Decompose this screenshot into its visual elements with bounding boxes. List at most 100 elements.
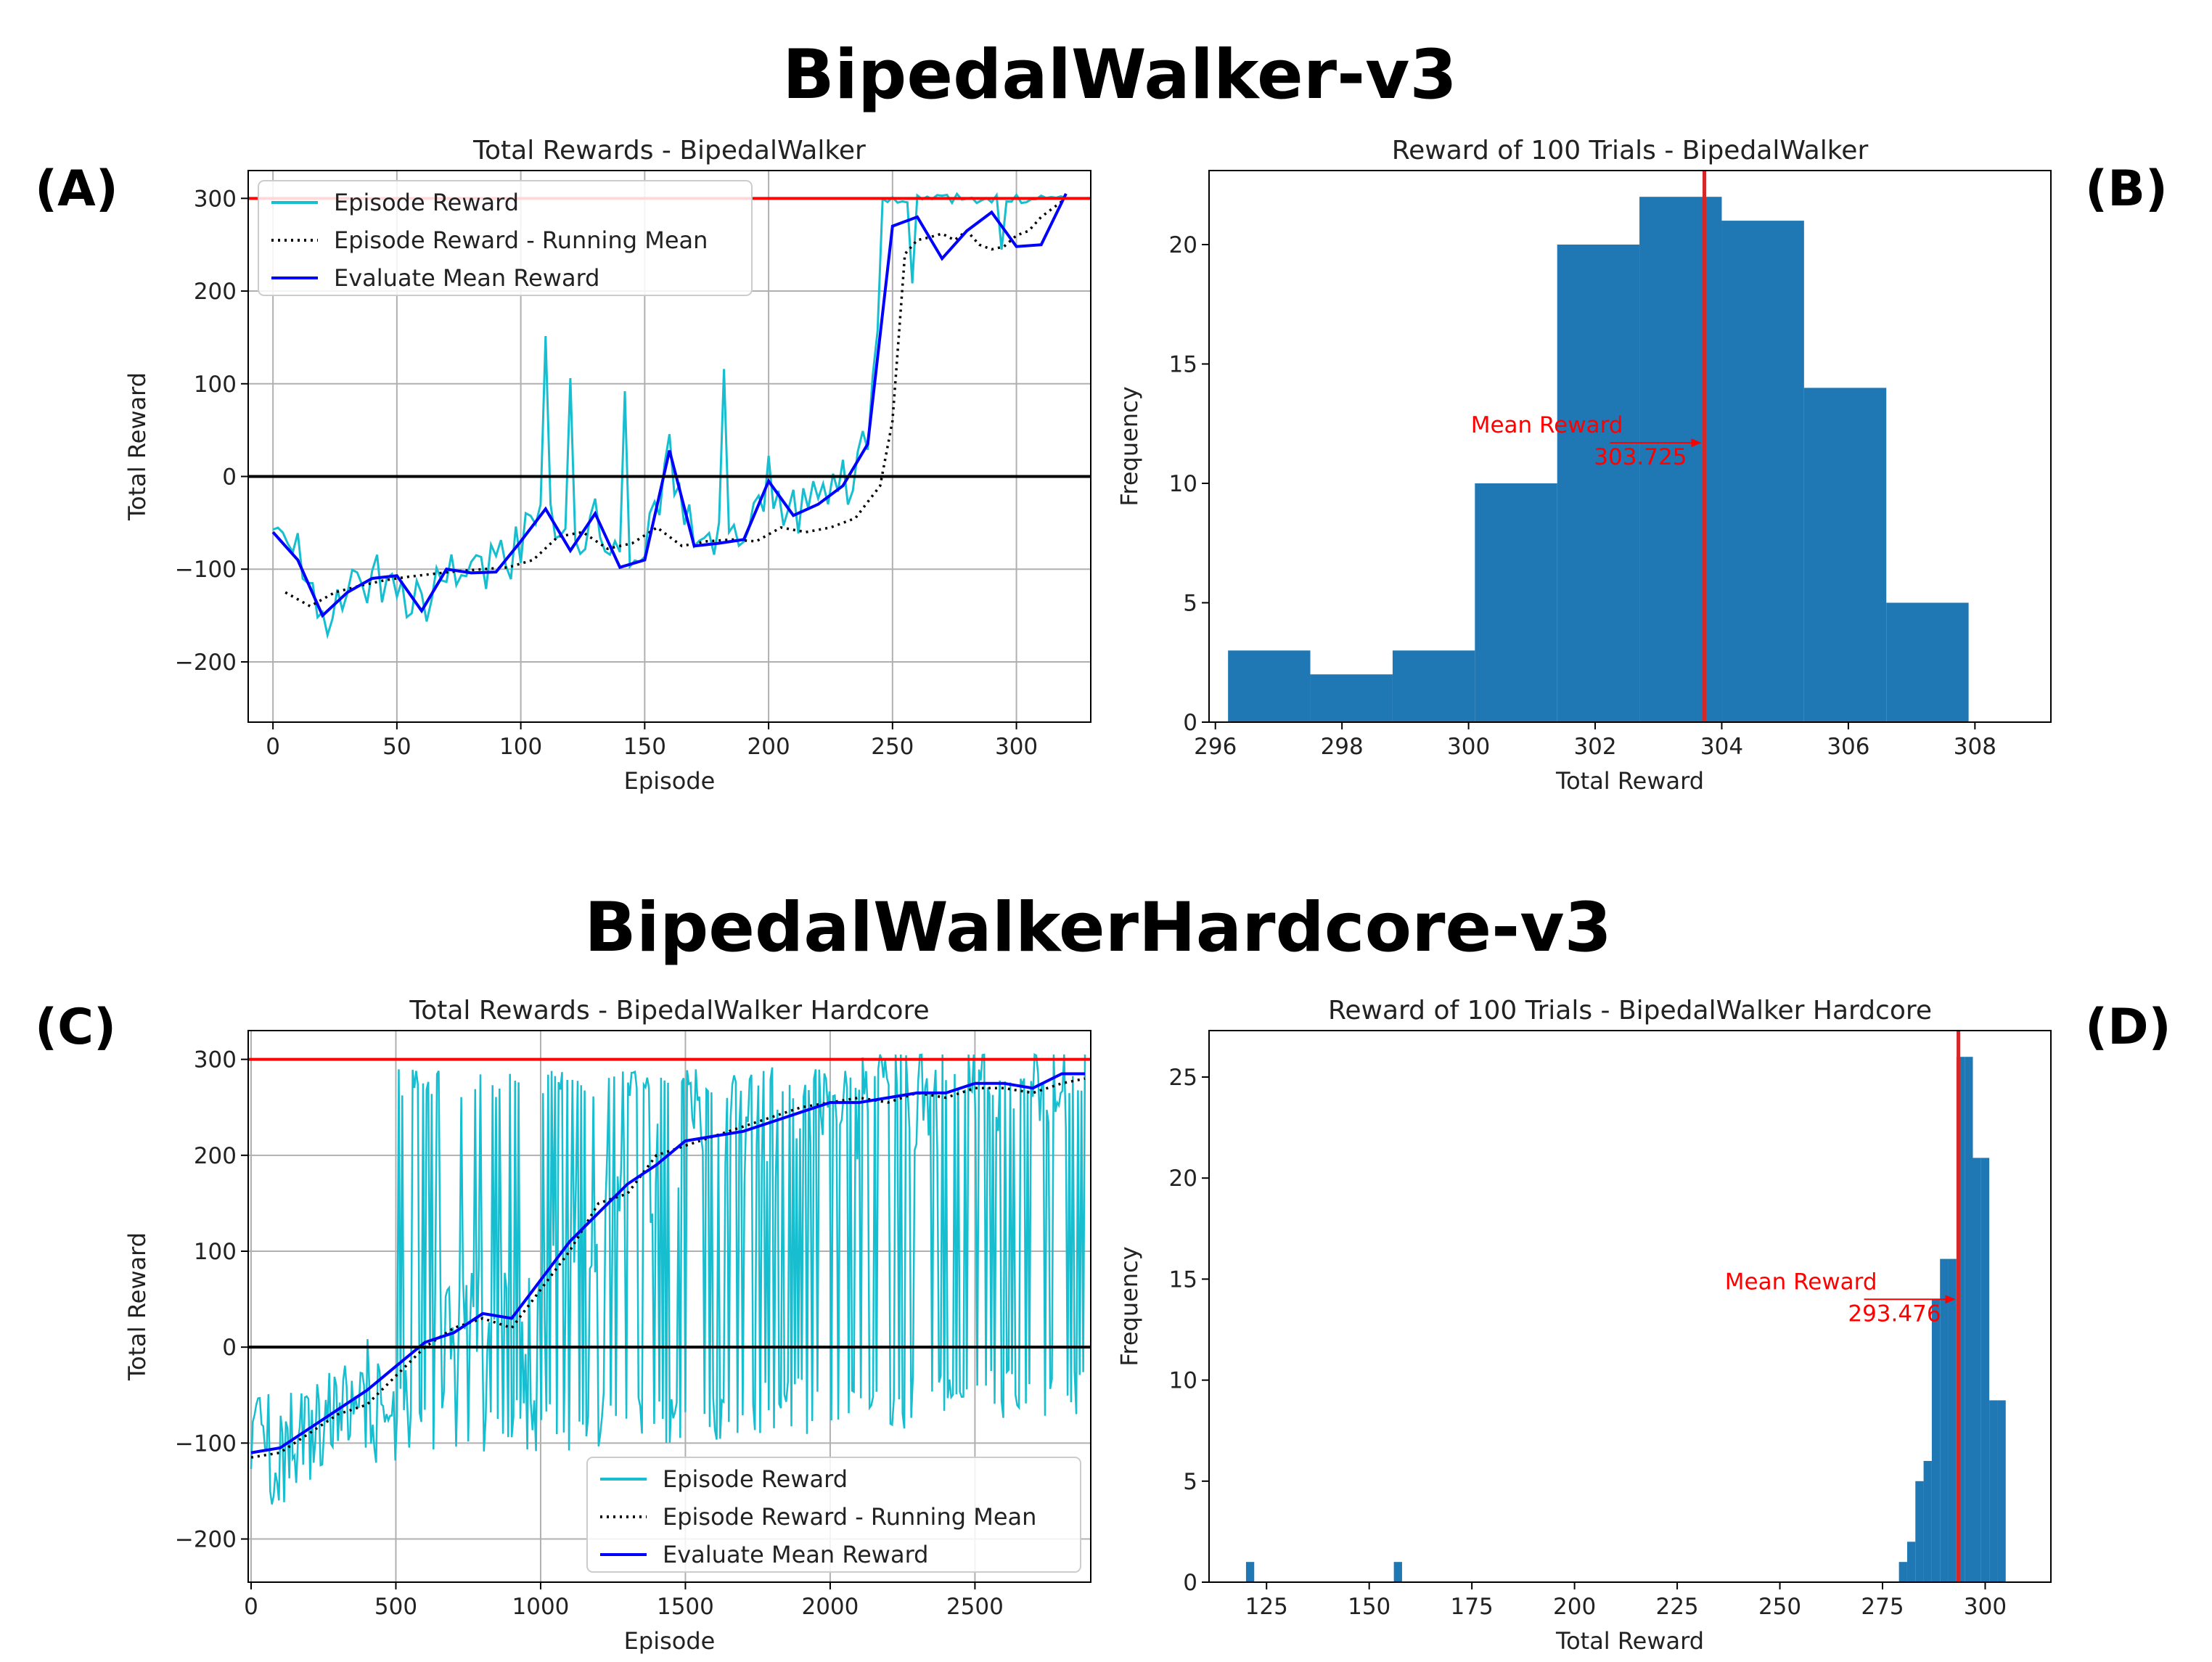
histogram-bar: [1392, 650, 1475, 722]
y-tick-label: 25: [1169, 1065, 1197, 1091]
histogram-bar: [1639, 197, 1722, 722]
legend-box: [258, 180, 753, 296]
y-tick-label: 20: [1169, 232, 1197, 258]
y-tick-label: 10: [1169, 471, 1197, 497]
x-tick-label: 2500: [946, 1594, 1004, 1620]
legend-item-running-mean: Episode Reward - Running Mean: [334, 226, 708, 254]
plot-frame: [247, 170, 1091, 723]
x-tick-label: 500: [374, 1594, 417, 1620]
x-tick-label: 225: [1655, 1594, 1698, 1620]
y-tick-label: 0: [1183, 1570, 1197, 1596]
annotation-value: 293.476: [1848, 1301, 1941, 1327]
x-tick-label: 150: [623, 734, 666, 760]
panel-label-c: (C): [35, 999, 116, 1056]
histogram-bar: [1245, 1562, 1255, 1582]
histogram-bar: [1721, 221, 1804, 722]
panel-label-a: (A): [35, 160, 118, 218]
chart-reward-trials-hardcore: 125 150 175 200 225 250 275 300 0 5 10 15 20 25 Reward…: [1115, 996, 2052, 1655]
y-tick-label: −200: [175, 1527, 237, 1553]
x-tick-label: 200: [1553, 1594, 1596, 1620]
x-tick-label: 2000: [801, 1594, 859, 1620]
x-tick-label: 296: [1194, 734, 1237, 760]
histogram-bar: [1393, 1562, 1402, 1582]
histogram-bar: [1931, 1299, 1941, 1582]
histogram-bar: [1997, 1400, 2006, 1582]
histogram-bar: [1915, 1481, 1924, 1582]
x-tick-label: 250: [871, 734, 914, 760]
y-tick-label: 5: [1183, 1469, 1197, 1495]
chart-reward-trials-walker: 296 298 300 302 304 306 308 0 5 10 15 20 Reward of 1…: [1115, 136, 2052, 795]
histogram-bar: [1557, 244, 1640, 722]
histogram-bar: [1228, 650, 1311, 722]
evaluate-mean-line: [250, 1072, 1085, 1454]
running-mean-line: [284, 197, 1067, 608]
x-tick-label: 306: [1827, 734, 1869, 760]
y-tick-label: 20: [1169, 1166, 1197, 1192]
legend-item-evaluate-mean: Evaluate Mean Reward: [663, 1541, 928, 1568]
y-tick-label: 300: [194, 186, 237, 212]
histogram-bar: [1310, 674, 1393, 722]
legend-item-evaluate-mean: Evaluate Mean Reward: [334, 264, 599, 292]
y-tick-label: −200: [175, 650, 237, 676]
x-tick-label: 300: [1447, 734, 1490, 760]
legend-item-episode-reward: Episode Reward: [334, 189, 519, 216]
x-tick-label: 250: [1758, 1594, 1801, 1620]
x-tick-label: 304: [1700, 734, 1743, 760]
chart-title: Reward of 100 Trials - BipedalWalker Har…: [1328, 996, 1932, 1026]
episode-reward-line: [250, 1052, 1086, 1505]
legend-item-running-mean: Episode Reward - Running Mean: [663, 1503, 1036, 1531]
histogram-bar: [1898, 1562, 1907, 1582]
legend: Episode Reward Episode Reward - Running M…: [258, 180, 753, 296]
x-tick-label: 298: [1321, 734, 1364, 760]
y-tick-label: 0: [1183, 710, 1197, 736]
histogram-bar: [1923, 1460, 1932, 1582]
x-tick-label: 200: [747, 734, 790, 760]
chart-title: Reward of 100 Trials - BipedalWalker: [1392, 136, 1869, 165]
chart-total-rewards-walker: 0 50 100 150 200 250 300 −200 −100 0 100 200 300 Tota…: [123, 136, 1091, 795]
y-axis-label: Total Reward: [123, 372, 151, 521]
panel-label-b: (B): [2085, 160, 2168, 218]
x-tick-label: 0: [266, 734, 280, 760]
y-tick-label: −100: [175, 1430, 237, 1457]
panel-label-d: (D): [2085, 999, 2171, 1056]
x-tick-label: 300: [995, 734, 1038, 760]
y-axis-label: Frequency: [1115, 1246, 1143, 1366]
histogram-bar: [1475, 483, 1557, 722]
chart-total-rewards-hardcore: 0 500 1000 1500 2000 2500 −200 −100 0 100 200 300 To…: [123, 996, 1091, 1655]
x-tick-label: 150: [1348, 1594, 1390, 1620]
histogram-bar: [1980, 1158, 1990, 1582]
x-tick-label: 50: [382, 734, 411, 760]
y-tick-label: 0: [222, 464, 237, 491]
histogram-bar: [1803, 388, 1887, 722]
y-tick-label: 100: [194, 1239, 237, 1265]
annotation-arrowhead: [1691, 438, 1702, 448]
legend-item-episode-reward: Episode Reward: [663, 1465, 848, 1493]
section-title-bottom: BipedalWalkerHardcore-v3: [584, 888, 1612, 967]
x-tick-label: 308: [1954, 734, 1996, 760]
plot-frame: [247, 1030, 1091, 1583]
histogram-bar: [1965, 1057, 1973, 1582]
y-axis-label: Frequency: [1115, 386, 1143, 506]
plot-frame: [1208, 170, 2052, 723]
legend-box: [586, 1457, 1081, 1573]
x-axis-label: Total Reward: [1555, 767, 1704, 795]
legend: Episode Reward Episode Reward - Running M…: [586, 1457, 1081, 1573]
x-tick-label: 0: [244, 1594, 258, 1620]
y-tick-label: 0: [222, 1335, 237, 1361]
chart-title: Total Rewards - BipedalWalker: [472, 136, 866, 165]
chart-title: Total Rewards - BipedalWalker Hardcore: [409, 996, 929, 1026]
histogram-bar: [1940, 1258, 1949, 1582]
y-tick-label: 200: [194, 279, 237, 305]
x-tick-label: 100: [499, 734, 542, 760]
x-tick-label: 175: [1451, 1594, 1494, 1620]
x-axis-label: Episode: [624, 767, 716, 795]
y-tick-label: 15: [1169, 351, 1197, 377]
histogram-bar: [1948, 1258, 1957, 1582]
x-axis-label: Episode: [624, 1627, 716, 1655]
x-tick-label: 125: [1245, 1594, 1288, 1620]
histogram-bar: [1989, 1400, 1998, 1582]
running-mean-line: [250, 1077, 1086, 1459]
histogram-bar: [1956, 1057, 1965, 1582]
y-tick-label: 300: [194, 1047, 237, 1073]
x-tick-label: 1500: [657, 1594, 714, 1620]
